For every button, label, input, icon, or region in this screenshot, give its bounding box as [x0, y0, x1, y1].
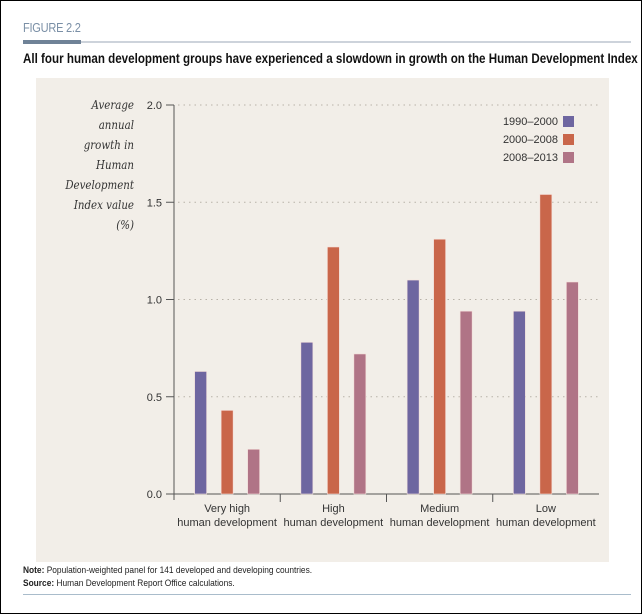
- bar: [459, 310, 473, 495]
- y-tick-label: 1.5: [147, 197, 162, 209]
- y-tick-label: 1.0: [147, 295, 162, 307]
- source-line: Source: Human Development Report Office …: [23, 577, 312, 590]
- bar: [566, 281, 579, 495]
- x-category-label: human development: [496, 517, 596, 529]
- y-tick-label: 0.5: [147, 392, 162, 404]
- legend-label: 2000–2008: [503, 134, 558, 146]
- y-tick-label: 0.0: [147, 489, 162, 501]
- figure-label: FIGURE 2.2: [23, 20, 81, 35]
- x-category-label: Low: [536, 503, 556, 515]
- x-category-label: human development: [284, 517, 384, 529]
- bar: [300, 341, 314, 495]
- bar: [353, 353, 367, 495]
- y-axis-label-line: growth in Human: [83, 137, 134, 172]
- note-label: Note:: [23, 565, 45, 576]
- bar: [247, 448, 260, 495]
- note-text: Population-weighted panel for 141 develo…: [44, 565, 313, 576]
- bar: [433, 238, 446, 495]
- y-axis-label-line: (%): [116, 217, 134, 232]
- y-tick-label: 2.0: [147, 100, 162, 112]
- y-axis-label-line: Average annual: [91, 97, 134, 132]
- legend-swatch: [563, 116, 574, 127]
- x-category-label: Very high: [204, 503, 250, 515]
- y-axis-label-line: Index value: [73, 197, 134, 212]
- legend-label: 1990–2000: [503, 116, 558, 128]
- bar: [539, 194, 553, 495]
- bar: [406, 279, 420, 495]
- source-text: Human Development Report Office calculat…: [54, 578, 235, 589]
- note-line: Note: Population-weighted panel for 141 …: [23, 564, 312, 577]
- legend-swatch: [563, 134, 574, 145]
- footnotes: Note: Population-weighted panel for 141 …: [23, 564, 312, 590]
- y-axis-label-line: Development: [65, 177, 134, 192]
- x-category-label: Medium: [420, 503, 459, 515]
- x-category-label: human development: [177, 517, 277, 529]
- x-category-label: human development: [390, 517, 490, 529]
- legend-label: 2008–2013: [503, 152, 558, 164]
- x-category-label: High: [322, 503, 345, 515]
- legend-swatch: [563, 152, 574, 163]
- bar: [194, 371, 207, 495]
- bar: [327, 246, 340, 495]
- y-axis-label: Average annual growth in Human Developme…: [60, 95, 134, 235]
- source-label: Source:: [23, 578, 55, 589]
- header-rule-accent: [23, 40, 81, 44]
- footer-rule: [23, 594, 631, 595]
- bar: [513, 310, 526, 495]
- header-rule: [23, 41, 631, 43]
- bar: [220, 410, 234, 495]
- chart-title: All four human development groups have e…: [23, 51, 638, 66]
